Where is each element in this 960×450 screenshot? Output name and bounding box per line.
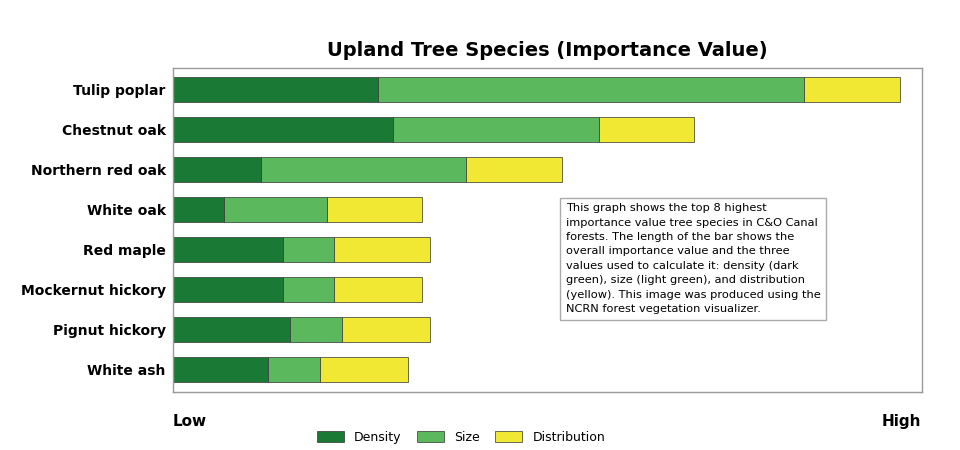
Bar [378,77,804,102]
Bar [173,157,261,182]
Text: High: High [882,414,922,429]
Text: This graph shows the top 8 highest
importance value tree species in C&O Canal
fo: This graph shows the top 8 highest impor… [565,203,821,314]
Bar [173,197,225,222]
Bar [261,157,467,182]
Bar [225,197,327,222]
Bar [173,77,378,102]
Bar [804,77,900,102]
Text: Low: Low [173,414,207,429]
Bar [467,157,562,182]
Bar [290,317,342,342]
Bar [393,117,599,142]
Bar [173,277,283,302]
Bar [320,357,408,382]
Title: Upland Tree Species (Importance Value): Upland Tree Species (Importance Value) [327,41,767,60]
Bar [334,277,422,302]
Bar [334,237,430,262]
Bar [173,117,393,142]
Bar [268,357,320,382]
Bar [283,237,334,262]
Bar [327,197,422,222]
Bar [599,117,694,142]
Bar [173,237,283,262]
Legend: Density, Size, Distribution: Density, Size, Distribution [317,431,605,444]
Bar [283,277,334,302]
Bar [173,357,268,382]
Bar [342,317,430,342]
Bar [173,317,290,342]
